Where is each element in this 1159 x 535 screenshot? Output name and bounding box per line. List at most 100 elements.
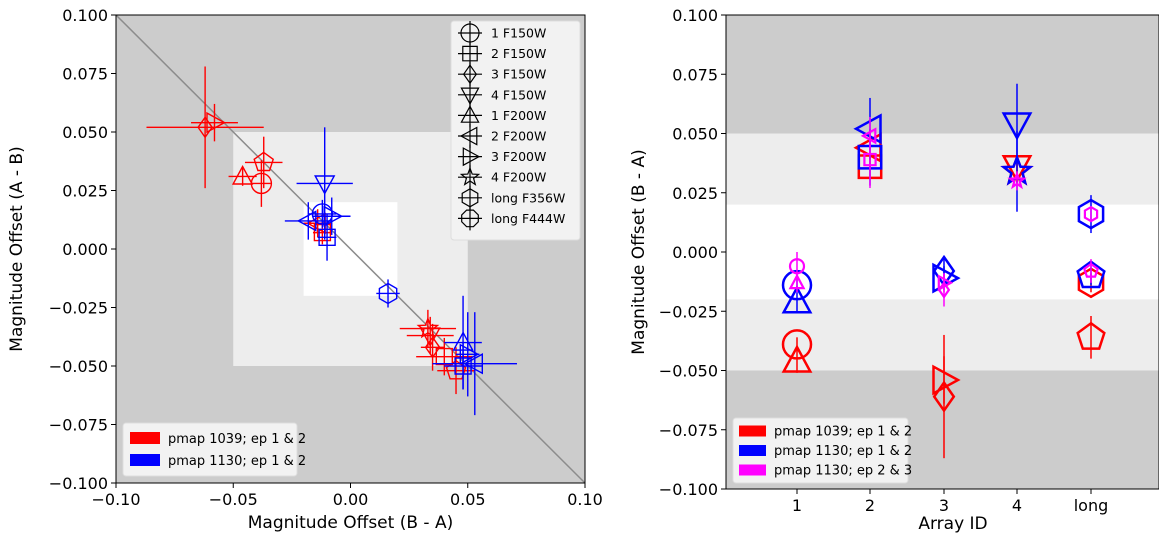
legend-marker-triangle-left bbox=[459, 126, 478, 146]
legend-marker-square bbox=[462, 45, 478, 62]
data-point bbox=[314, 175, 336, 195]
y-tick-label: 0.000 bbox=[62, 240, 108, 259]
left-chart: −0.10 −0.05 0.00 0.05 0.10 0.100 0.075 0.050 0.0… bbox=[7, 6, 603, 533]
color-legend-label: pmap 1039; ep 1 & 2 bbox=[168, 432, 306, 447]
y-axis-label: Magnitude Offset (B - A) bbox=[629, 149, 649, 354]
marker-legend-entry: 2 F200W bbox=[458, 124, 546, 148]
y-tick-label: −0.050 bbox=[49, 357, 108, 376]
legend-marker-triangle-right bbox=[462, 147, 481, 167]
data-point bbox=[788, 258, 806, 275]
marker-legend-entry: 1 F150W bbox=[458, 21, 546, 45]
marker-legend-label: 3 F150W bbox=[491, 67, 546, 82]
marker-legend-box bbox=[450, 20, 581, 241]
legend-marker-star bbox=[459, 166, 481, 186]
data-point bbox=[463, 353, 483, 375]
color-swatch bbox=[130, 432, 160, 444]
marker-legend: 1 F150W 2 F150W 3 F150W 4 F150W 1 F200W 2 F20… bbox=[450, 20, 581, 241]
color-swatch bbox=[130, 454, 160, 466]
y-tick-label: 0.000 bbox=[672, 243, 718, 262]
marker-legend-entry: long F444W bbox=[458, 206, 565, 231]
data-point bbox=[863, 152, 877, 167]
y-tick-label: −0.100 bbox=[49, 474, 108, 493]
y-tick-label: 0.100 bbox=[672, 6, 718, 25]
data-point bbox=[1076, 260, 1106, 289]
reference-line bbox=[115, 14, 586, 484]
y-tick-label: −0.075 bbox=[49, 416, 108, 435]
y-tick-label: 0.025 bbox=[62, 182, 108, 201]
x-tick-label: 3 bbox=[939, 496, 949, 515]
data-point bbox=[1082, 262, 1100, 278]
data-point bbox=[781, 344, 813, 373]
data-point bbox=[1076, 321, 1106, 350]
y-axis-label: Magnitude Offset (A - B) bbox=[7, 146, 27, 351]
y-tick-label: 0.075 bbox=[62, 65, 108, 84]
data-point bbox=[435, 347, 453, 366]
y-tick-label: 0.050 bbox=[672, 125, 718, 144]
color-swatch bbox=[739, 464, 766, 476]
data-point bbox=[231, 165, 254, 185]
x-tick-label: 0.00 bbox=[333, 490, 369, 509]
marker-legend-label: 1 F150W bbox=[491, 26, 546, 41]
data-point bbox=[206, 111, 226, 134]
data-point bbox=[197, 116, 213, 139]
y-tick-label: −0.075 bbox=[659, 421, 718, 440]
x-tick-label: 2 bbox=[865, 496, 875, 515]
color-legend-label: pmap 1130; ep 1 & 2 bbox=[168, 454, 306, 469]
y-tick-label: −0.050 bbox=[659, 362, 718, 381]
x-tick-label: long bbox=[1074, 496, 1109, 515]
marker-legend-entry: 4 F200W bbox=[458, 165, 546, 190]
y-tick-label: 0.100 bbox=[62, 6, 108, 25]
data-point bbox=[1083, 205, 1099, 223]
data-point bbox=[323, 205, 344, 227]
legend-marker-octagon bbox=[461, 209, 479, 228]
data-point bbox=[932, 364, 961, 396]
marker-legend-entry: 1 F200W bbox=[458, 103, 546, 128]
color-legend: pmap 1039; ep 1 & 2 pmap 1130; ep 1 & 2 pm… bbox=[732, 417, 912, 484]
color-swatch bbox=[739, 425, 766, 437]
legend-marker-triangle-down bbox=[460, 87, 480, 106]
data-point bbox=[253, 151, 275, 172]
y-tick-label: −0.100 bbox=[659, 480, 718, 499]
color-legend: pmap 1039; ep 1 & 2 pmap 1130; ep 1 & 2 bbox=[122, 422, 306, 477]
data-point bbox=[459, 343, 480, 365]
data-point bbox=[1077, 198, 1105, 230]
y-tick-label: −0.025 bbox=[49, 299, 108, 318]
x-tick-label: 0.10 bbox=[567, 490, 603, 509]
y-tick-label: 0.050 bbox=[62, 123, 108, 142]
legend-marker-triangle-up bbox=[460, 105, 480, 123]
data-point bbox=[454, 357, 472, 375]
data-point bbox=[857, 154, 883, 180]
marker-legend-entry: 3 F200W bbox=[458, 144, 546, 169]
data-point bbox=[857, 144, 883, 170]
x-tick-label: 1 bbox=[792, 496, 802, 515]
x-tick-label: −0.05 bbox=[209, 490, 258, 509]
marker-legend-entry: 2 F150W bbox=[458, 41, 546, 66]
data-point bbox=[318, 228, 336, 247]
marker-legend-label: 2 F200W bbox=[491, 129, 546, 144]
marker-legend-label: 3 F200W bbox=[491, 149, 546, 164]
color-swatch bbox=[739, 445, 766, 456]
marker-legend-label: long F356W bbox=[491, 190, 565, 205]
marker-legend-label: 4 F150W bbox=[491, 87, 546, 102]
data-point bbox=[853, 113, 882, 145]
y-tick-label: 0.075 bbox=[672, 65, 718, 84]
data-point bbox=[296, 210, 317, 232]
right-chart: 1 2 3 4 long 0.100 0.075 0.050 0.025 0.000 −0.025 −… bbox=[629, 6, 1159, 534]
color-legend-label: pmap 1130; ep 2 & 3 bbox=[774, 464, 912, 479]
marker-legend-entry: 4 F150W bbox=[458, 82, 546, 107]
marker-legend-label: long F444W bbox=[491, 211, 565, 226]
x-tick-label: −0.10 bbox=[91, 490, 140, 509]
data-point bbox=[1007, 170, 1027, 190]
color-legend-label: pmap 1130; ep 1 & 2 bbox=[774, 444, 912, 459]
x-tick-label: 4 bbox=[1012, 496, 1022, 515]
marker-legend-label: 4 F200W bbox=[491, 170, 546, 185]
color-legend-box bbox=[732, 417, 909, 484]
color-legend-label: pmap 1039; ep 1 & 2 bbox=[774, 425, 912, 440]
data-point bbox=[416, 316, 440, 339]
data-point bbox=[788, 273, 806, 290]
data-point bbox=[378, 282, 398, 305]
y-tick-label: 0.025 bbox=[672, 184, 718, 203]
x-tick-label: 0.05 bbox=[450, 490, 486, 509]
data-point bbox=[1001, 112, 1033, 141]
marker-legend-label: 1 F200W bbox=[491, 108, 546, 123]
